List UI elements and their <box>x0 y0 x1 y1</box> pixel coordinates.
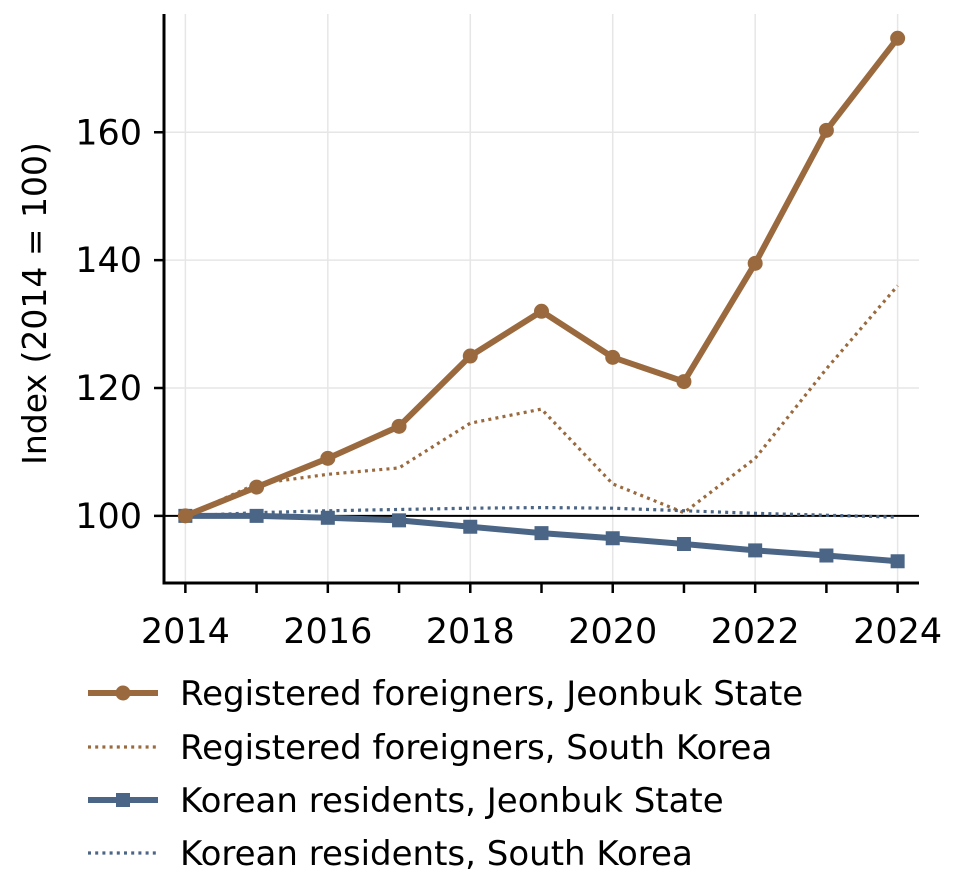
x-tick-label: 2022 <box>711 612 800 652</box>
data-point <box>890 30 906 46</box>
data-point <box>320 510 335 525</box>
x-tick-label: 2014 <box>141 612 230 652</box>
data-point <box>534 303 549 319</box>
data-point <box>605 349 621 365</box>
legend-label: Korean residents, Jeonbuk State <box>180 781 724 821</box>
data-point <box>748 543 763 558</box>
data-point <box>747 255 763 271</box>
data-point <box>605 531 620 546</box>
legend-label: Korean residents, South Korea <box>180 834 693 874</box>
series-group <box>177 30 906 569</box>
x-tick-label: 2016 <box>283 612 372 652</box>
data-point <box>676 537 691 552</box>
tick-labels: 2014 2016 2018 2020 2022 2024 100 120 140 160 <box>75 113 942 652</box>
legend-label: Registered foreigners, South Korea <box>180 728 772 768</box>
y-tick-label: 100 <box>75 497 142 537</box>
axes <box>154 14 919 593</box>
legend-swatch-marker <box>115 685 131 701</box>
series-line-1 <box>184 284 899 518</box>
x-tick-label: 2018 <box>426 612 515 652</box>
data-point <box>249 508 264 523</box>
series-line-0 <box>184 36 901 519</box>
x-tick-label: 2020 <box>568 612 657 652</box>
legend-swatch-marker <box>116 793 130 807</box>
data-point <box>463 519 478 534</box>
data-point <box>676 374 692 390</box>
data-point <box>249 479 265 495</box>
data-point <box>534 526 549 541</box>
y-tick-label: 140 <box>75 241 142 281</box>
data-point <box>462 348 478 364</box>
x-tick-label: 2024 <box>853 612 942 652</box>
data-point <box>320 450 336 466</box>
data-point <box>392 513 407 528</box>
data-point <box>177 508 193 524</box>
data-point <box>391 418 407 434</box>
y-tick-label: 120 <box>75 369 142 409</box>
data-point <box>818 122 834 138</box>
data-point <box>819 548 834 563</box>
data-point <box>890 554 905 569</box>
legend: Registered foreigners, Jeonbuk State Regi… <box>88 674 803 874</box>
y-axis-label: Index (2014 = 100) <box>15 142 54 465</box>
y-tick-label: 160 <box>75 113 142 153</box>
legend-label: Registered foreigners, Jeonbuk State <box>180 674 803 714</box>
grid <box>164 14 919 583</box>
